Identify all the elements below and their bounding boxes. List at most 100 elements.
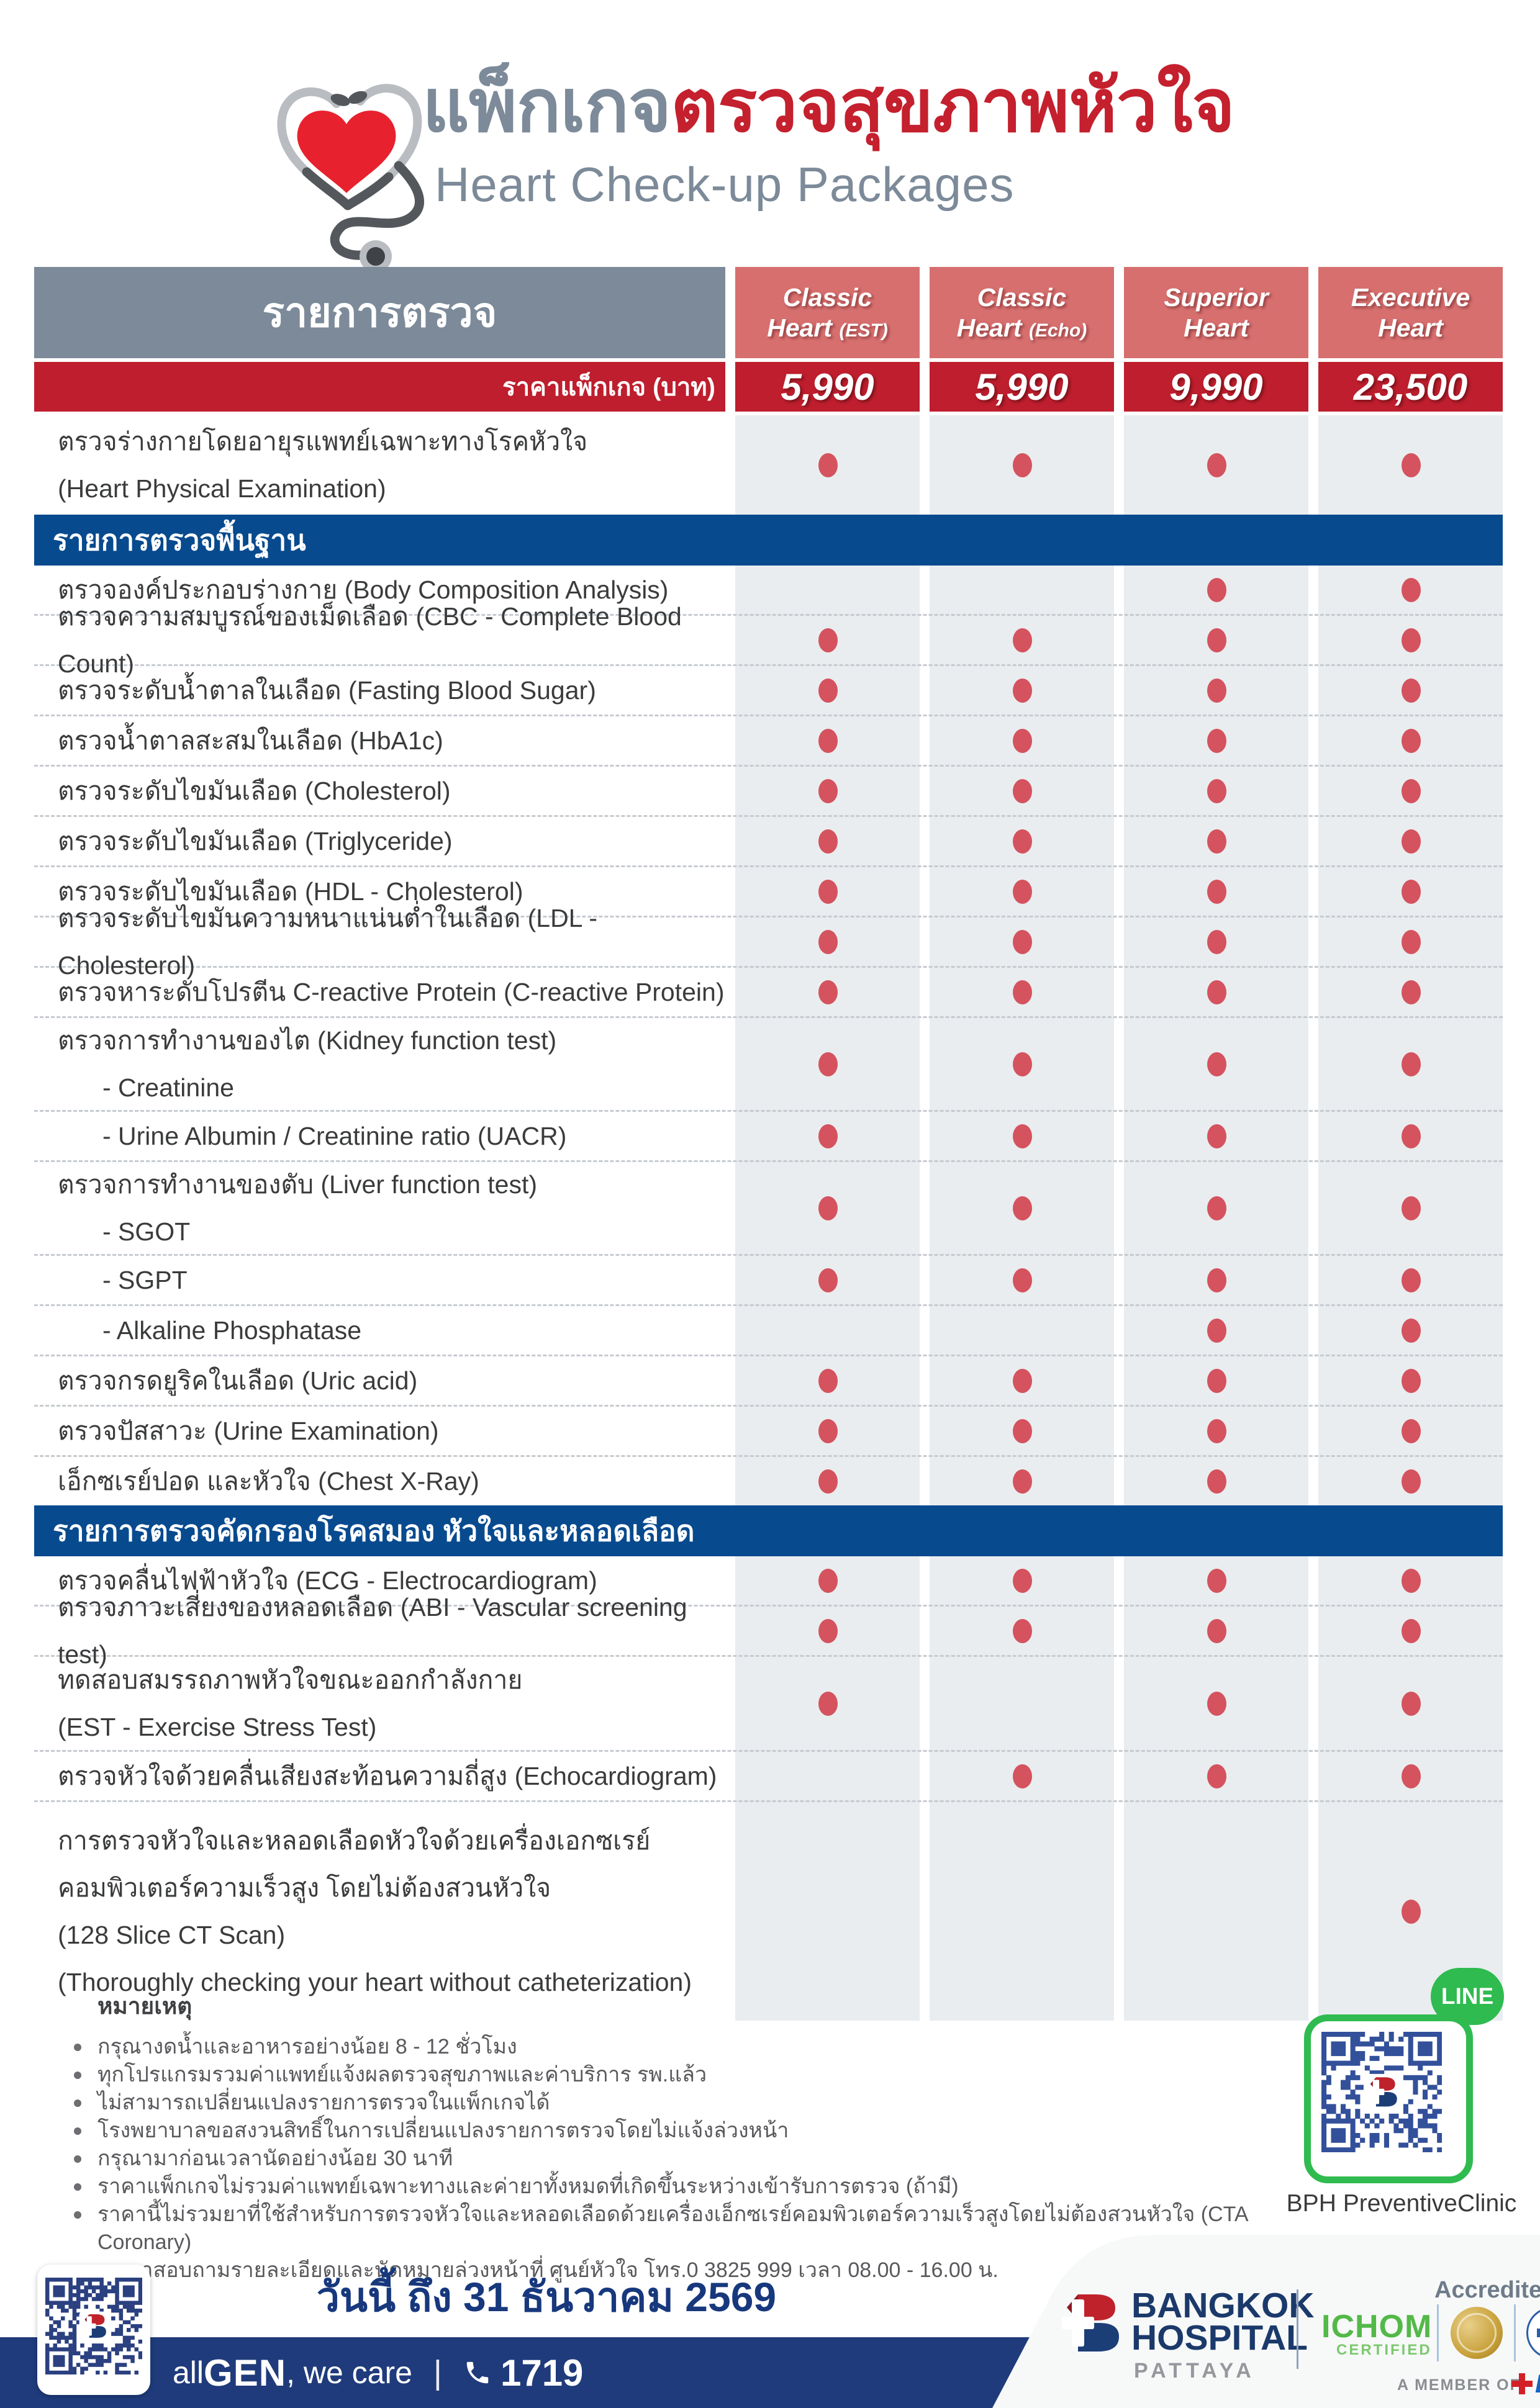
table-row: ตรวจระดับไขมันเลือด (Triglyceride) <box>34 817 1503 867</box>
included-dot <box>1207 1619 1226 1643</box>
included-dot <box>1401 1619 1421 1643</box>
included-dot <box>1207 779 1226 803</box>
row-label: ตรวจระดับน้ำตาลในเลือด (Fasting Blood Su… <box>58 676 596 705</box>
package-price: 9,990 <box>1169 366 1263 408</box>
included-dot <box>1401 1319 1421 1343</box>
member-of-label: A MEMBER OF <box>1397 2376 1521 2394</box>
section-header: รายการตรวจพื้นฐาน <box>34 515 1503 566</box>
table-row: ตรวจร่างกายโดยอายุรแพทย์เฉพาะทางโรคหัวใจ… <box>34 415 1503 515</box>
included-dot <box>1401 578 1421 602</box>
included-dot <box>1401 1419 1421 1443</box>
price-row-gutter <box>1114 362 1124 412</box>
included-dot <box>1012 1268 1032 1292</box>
included-dot <box>1207 679 1226 703</box>
table-row: ตรวจระดับน้ำตาลในเลือด (Fasting Blood Su… <box>34 666 1503 716</box>
included-dot <box>1207 1419 1226 1443</box>
footer-qr-code <box>37 2265 150 2395</box>
included-dot <box>1401 1196 1421 1220</box>
row-label: การตรวจหัวใจและหลอดเลือดหัวใจด้วยเครื่อง… <box>58 1826 692 1996</box>
line-badge-label: LINE <box>1441 1983 1494 2009</box>
included-dot <box>1207 930 1226 954</box>
row-label: - Urine Albumin / Creatinine ratio (UACR… <box>102 1122 567 1150</box>
included-dot <box>818 679 838 703</box>
table-row: ตรวจภาวะเสี่ยงของหลอดเลือด (ABI - Vascul… <box>34 1593 1503 1669</box>
package-price: 5,990 <box>975 366 1069 408</box>
row-label: ตรวจร่างกายโดยอายุรแพทย์เฉพาะทางโรคหัวใจ… <box>58 427 588 503</box>
included-dot <box>1207 1124 1226 1148</box>
validity-date: วันนี้ ถึง 31 ธันวาคม 2569 <box>316 2274 777 2320</box>
bangkok-hospital-logo <box>1062 2294 1119 2352</box>
table-header-row: รายการตรวจ Classic Heart (EST) Classic Hear… <box>34 267 1503 358</box>
included-dot <box>1012 980 1032 1004</box>
included-dot <box>1012 1196 1032 1220</box>
included-dot <box>1207 1569 1226 1593</box>
line-qr-caption: BPH PreventiveClinic <box>1286 2190 1517 2217</box>
included-dot <box>818 779 838 803</box>
package-price: 5,990 <box>781 366 874 408</box>
included-dot <box>1012 1569 1032 1593</box>
included-dot <box>1012 1124 1032 1148</box>
included-dot <box>1012 1052 1032 1076</box>
seal-divider-1 <box>1437 2304 1439 2361</box>
row-label: ตรวจปัสสาวะ (Urine Examination) <box>58 1417 439 1445</box>
included-dot <box>1207 1052 1226 1076</box>
included-dot <box>1207 880 1226 904</box>
healthcare-accreditation-seal-icon <box>1526 2307 1540 2359</box>
table-row: เอ็กซเรย์ปอด และหัวใจ (Chest X-Ray) <box>34 1457 1503 1505</box>
included-dot <box>1401 1469 1421 1494</box>
included-dot <box>1401 1052 1421 1076</box>
included-dot <box>1401 930 1421 954</box>
included-dot <box>818 628 838 652</box>
included-dot <box>818 1268 838 1292</box>
row-label: ตรวจกรดยูริคในเลือด (Uric acid) <box>58 1366 418 1395</box>
notes-section: หมายเหตุ กรุณางดน้ำและอาหารอย่างน้อย 8 -… <box>65 1988 1282 2284</box>
table-row: ตรวจระดับไขมันความหนาแน่นต่ำในเลือด (LDL… <box>34 904 1503 980</box>
included-dot <box>818 1124 838 1148</box>
table-row: การตรวจหัวใจและหลอดเลือดหัวใจด้วยเครื่อง… <box>34 1802 1503 2021</box>
brand-divider <box>1297 2289 1298 2369</box>
seal-divider-2 <box>1514 2304 1516 2361</box>
included-dot <box>1401 980 1421 1004</box>
included-dot <box>1012 779 1032 803</box>
gold-accreditation-seal-icon <box>1451 2307 1503 2359</box>
included-dot <box>818 1692 838 1716</box>
bdms-label: DMS <box>1535 2369 1540 2399</box>
included-dot <box>1401 679 1421 703</box>
hospital-name: BANGKOK HOSPITAL <box>1131 2288 1315 2356</box>
included-dot <box>1012 729 1032 753</box>
row-label: ตรวจระดับไขมันเลือด (Triglyceride) <box>58 827 453 855</box>
included-dot <box>1401 628 1421 652</box>
table-row: ตรวจการทำงานของไต (Kidney function test)… <box>34 1018 1503 1112</box>
title-thai-gray: แพ็กเกจ <box>422 65 671 147</box>
row-label: ตรวจคลื่นไฟฟ้าหัวใจ (ECG - Electrocardio… <box>58 1566 597 1595</box>
price-row-label: ราคาแพ็กเกจ (บาท) <box>502 374 715 401</box>
package-header: Superior Heart <box>1124 267 1308 358</box>
included-dot <box>1401 1900 1421 1924</box>
row-label: ตรวจองค์ประกอบร่างกาย (Body Composition … <box>58 575 669 604</box>
row-label: ตรวจหาระดับโปรตีน C-reactive Protein (C-… <box>58 978 725 1006</box>
included-dot <box>1012 1764 1032 1788</box>
heart-stethoscope-logo <box>277 84 425 273</box>
package-header: Classic Heart (Echo) <box>930 267 1114 358</box>
tagline: all GEN , we care | 1719 <box>173 2337 583 2408</box>
line-qr-code <box>1304 2014 1473 2183</box>
included-dot <box>1207 1196 1226 1220</box>
table-row: - Alkaline Phosphatase <box>34 1306 1503 1356</box>
included-dot <box>1012 1419 1032 1443</box>
included-dot <box>1401 1369 1421 1393</box>
included-dot <box>1401 829 1421 854</box>
included-dot <box>1207 453 1226 477</box>
footer-curve-shape <box>992 2235 1540 2408</box>
row-label: ตรวจการทำงานของไต (Kidney function test)… <box>58 1026 557 1102</box>
included-dot <box>818 980 838 1004</box>
row-label: ตรวจระดับไขมันเลือด (Cholesterol) <box>58 777 451 805</box>
table-row: ตรวจคลื่นไฟฟ้าหัวใจ (ECG - Electrocardio… <box>34 1556 1503 1607</box>
included-dot <box>1401 729 1421 753</box>
included-dot <box>1012 880 1032 904</box>
included-dot <box>1401 1268 1421 1292</box>
table-row: ทดสอบสมรรถภาพหัวใจขณะออกกำลังกาย (EST - E… <box>34 1657 1503 1752</box>
included-dot <box>1012 829 1032 854</box>
page-title: แพ็กเกจตรวจสุขภาพหัวใจ Heart Check-up Pa… <box>422 68 1416 213</box>
note-item: โรงพยาบาลขอสงวนสิทธิ์ในการเปลี่ยนแปลงราย… <box>65 2117 1282 2145</box>
